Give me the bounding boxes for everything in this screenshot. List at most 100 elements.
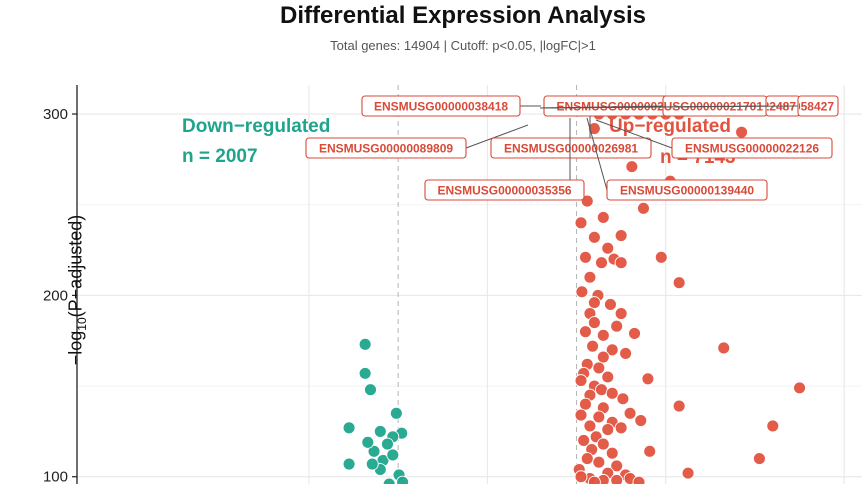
gene-label-text: ENSMUSG00000022126 bbox=[685, 142, 819, 156]
up-point bbox=[601, 241, 615, 255]
down-point bbox=[373, 424, 387, 438]
up-point bbox=[605, 343, 619, 357]
up-point bbox=[595, 383, 608, 397]
down-point bbox=[367, 444, 381, 458]
down-point bbox=[364, 383, 377, 397]
up-point bbox=[592, 361, 606, 375]
gene-label-text: ENSMUSG00000026981 bbox=[504, 142, 638, 156]
up-point bbox=[614, 307, 628, 320]
gene-label-leader bbox=[586, 117, 608, 191]
gene-label-box bbox=[305, 137, 467, 159]
up-point bbox=[672, 276, 686, 290]
down-point bbox=[389, 406, 403, 420]
up-point bbox=[596, 350, 610, 364]
down-point bbox=[380, 437, 394, 451]
up-point bbox=[596, 210, 610, 224]
up-point bbox=[605, 386, 619, 400]
y-axis-title-sub: 10 bbox=[75, 317, 90, 331]
up-point bbox=[605, 446, 619, 460]
gene-labels: ENSMUSG00000038418 ENSMUSG00000024401ENSM… bbox=[305, 95, 839, 201]
up-point bbox=[610, 319, 624, 333]
gene-label-box bbox=[797, 95, 839, 117]
gene-label-leader bbox=[595, 119, 673, 149]
up-point bbox=[619, 346, 633, 360]
up-point bbox=[574, 216, 588, 230]
gene-label: ENSMUSG00000058427 bbox=[539, 95, 839, 117]
up-point bbox=[735, 125, 749, 139]
up-point bbox=[634, 414, 648, 427]
up-point bbox=[587, 296, 601, 310]
up-point bbox=[592, 410, 606, 424]
y-tick-label: 100 bbox=[43, 469, 68, 484]
up-point bbox=[596, 437, 610, 451]
gene-label-text: ENSMUSG00000038418 bbox=[374, 100, 508, 114]
up-point bbox=[574, 408, 588, 422]
up-point bbox=[625, 160, 639, 174]
down-point bbox=[342, 457, 356, 471]
gene-label: ENSMUSG00000035356 bbox=[424, 118, 585, 201]
up-point bbox=[636, 201, 650, 215]
up-point bbox=[601, 370, 615, 384]
y-axis-title-main: −log bbox=[65, 330, 86, 366]
down-point bbox=[365, 457, 379, 471]
gene-label-text: ENSMUSG00000089809 bbox=[319, 142, 453, 156]
up-point bbox=[577, 434, 591, 447]
gene-label-box bbox=[671, 137, 833, 159]
down-point bbox=[358, 366, 372, 380]
up-point bbox=[610, 459, 624, 473]
up-point bbox=[587, 122, 601, 135]
gene-label: ENSMUSG00000022126 bbox=[595, 119, 833, 159]
up-point bbox=[575, 285, 589, 299]
up-point bbox=[580, 452, 594, 466]
axes-layer: 100 200 300 bbox=[43, 85, 78, 484]
annotation-text: n = 2007 bbox=[182, 146, 258, 167]
y-axis-title-rest: (P−adjusted) bbox=[65, 214, 86, 318]
up-point bbox=[793, 381, 807, 395]
down-point bbox=[386, 448, 400, 462]
up-point bbox=[717, 341, 731, 355]
up-point bbox=[579, 325, 592, 339]
up-point bbox=[766, 419, 780, 433]
gene-label-text: ENSMUSG00000058427 bbox=[700, 100, 834, 114]
up-point bbox=[616, 392, 630, 406]
up-point bbox=[614, 229, 628, 242]
up-point bbox=[601, 423, 615, 437]
up-point bbox=[681, 466, 695, 480]
up-point bbox=[610, 473, 624, 484]
up-point bbox=[595, 256, 608, 270]
up-point bbox=[596, 328, 610, 342]
up-point bbox=[654, 250, 668, 264]
up-point bbox=[587, 475, 601, 484]
grid-layer bbox=[77, 85, 862, 484]
down-point bbox=[382, 477, 396, 484]
up-point bbox=[583, 270, 597, 284]
up-point bbox=[641, 372, 655, 386]
annotation-text: Down−regulated bbox=[182, 116, 330, 137]
annotation-text: Up−regulated bbox=[609, 116, 731, 137]
up-point bbox=[614, 421, 628, 435]
down-point bbox=[361, 435, 375, 449]
up-point bbox=[643, 444, 657, 458]
gene-label-box bbox=[490, 137, 652, 159]
up-point bbox=[574, 470, 588, 484]
up-point bbox=[623, 406, 637, 420]
up-point bbox=[603, 298, 617, 311]
down-point bbox=[396, 475, 410, 484]
up-point bbox=[614, 256, 628, 270]
gene-label: ENSMUSG00000026981 bbox=[490, 116, 652, 159]
up-point bbox=[628, 327, 641, 340]
gene-label-box bbox=[424, 179, 585, 201]
chart-title: Differential Expression Analysis bbox=[280, 2, 646, 29]
up-point bbox=[587, 230, 601, 244]
chart-subtitle: Total genes: 14904 | Cutoff: p<0.05, |lo… bbox=[330, 38, 596, 53]
up-point bbox=[632, 475, 646, 484]
gene-label-text: ENSMUSG00000139440 bbox=[620, 184, 754, 198]
gene-label-leader bbox=[539, 105, 799, 109]
y-axis-title: −log10(P−adjusted) bbox=[65, 215, 89, 365]
down-point bbox=[342, 421, 356, 435]
gene-label: ENSMUSG00000038418 bbox=[361, 95, 541, 117]
gene-label: ENSMUSG00000089809 bbox=[305, 124, 529, 159]
up-point bbox=[574, 374, 588, 388]
up-point bbox=[752, 452, 766, 466]
